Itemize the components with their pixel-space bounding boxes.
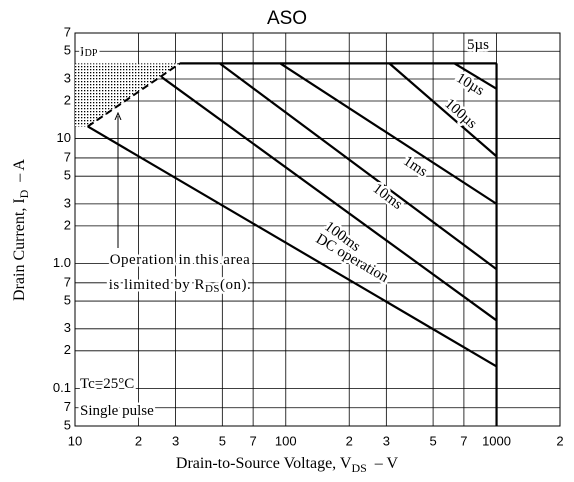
y-tick-label: 5	[64, 293, 71, 308]
rds-note-text: is limited by R	[109, 277, 205, 293]
limited-area	[75, 63, 181, 127]
y-tick-label: 3	[64, 195, 71, 210]
safe-area-line	[453, 62, 498, 90]
x-label-sub: DS	[351, 461, 366, 475]
rds-note-2: is limited by RDS(on).	[109, 277, 252, 295]
y-tick-label: 5	[64, 168, 71, 183]
y-tick-label: 7	[64, 24, 71, 39]
idp-sub: DP	[85, 48, 98, 59]
idp-text: I	[80, 45, 85, 60]
x-label-text: Drain-to-Source Voltage, V	[176, 455, 352, 472]
x-tick-label: 10	[68, 433, 82, 448]
rds-note-after: (on).	[220, 277, 251, 293]
plot	[75, 62, 498, 426]
rds-note-1: Operation in this area	[110, 252, 251, 268]
line-label: 10µs	[453, 70, 487, 99]
x-axis-label: Drain-to-Source Voltage, VDS – V	[176, 455, 399, 475]
x-tick-label: 7	[250, 433, 257, 448]
x-tick-label: 2	[556, 433, 563, 448]
condition-pulse: Single pulse	[80, 403, 154, 419]
x-tick-label: 3	[172, 433, 179, 448]
x-tick-label: 5	[219, 433, 226, 448]
x-tick-label: 1000	[482, 433, 511, 448]
y-tick-label: 3	[64, 70, 71, 85]
condition-temp: Tc=25°C	[80, 376, 134, 392]
idp-label: IDP	[80, 45, 98, 60]
y-tick-label: 0.1	[53, 380, 71, 395]
y-axis-label: Drain Current, ID – A	[11, 159, 31, 301]
rds-note-sub: DS	[205, 283, 220, 295]
y-label-text: Drain Current, I	[11, 198, 28, 301]
line-label: 5µs	[467, 37, 489, 53]
safe-area-line	[87, 125, 498, 368]
safe-area-line	[161, 76, 498, 322]
x-tick-label: 5	[429, 433, 436, 448]
line-label: 10ms	[370, 181, 406, 213]
y-tick-label: 7	[64, 274, 71, 289]
y-tick-label: 7	[64, 399, 71, 414]
safe-area-line	[388, 62, 498, 158]
y-tick-label: 2	[64, 92, 71, 107]
x-tick-label: 2	[346, 433, 353, 448]
safe-area-line	[219, 62, 498, 271]
y-tick-label: 5	[64, 43, 71, 58]
y-tick-label: 10	[57, 130, 71, 145]
x-label-unit: – V	[374, 455, 399, 472]
x-tick-label: 7	[460, 433, 467, 448]
x-tick-label: 3	[383, 433, 390, 448]
y-tick-label: 5	[64, 417, 71, 432]
y-tick-label: 2	[64, 217, 71, 232]
y-label-unit: – A	[11, 159, 28, 183]
grid	[74, 32, 561, 427]
y-tick-label: 2	[64, 342, 71, 357]
x-tick-label: 100	[275, 433, 297, 448]
chart-title: ASO	[267, 8, 307, 29]
x-tick-label: 2	[135, 433, 142, 448]
y-tick-label: 3	[64, 320, 71, 335]
plot-frame	[74, 32, 561, 427]
y-tick-label: 1.0	[53, 255, 71, 270]
rds-limit-line	[87, 62, 181, 128]
y-label-sub: D	[17, 189, 31, 198]
safe-area-line	[279, 62, 498, 205]
y-tick-label: 7	[64, 149, 71, 164]
